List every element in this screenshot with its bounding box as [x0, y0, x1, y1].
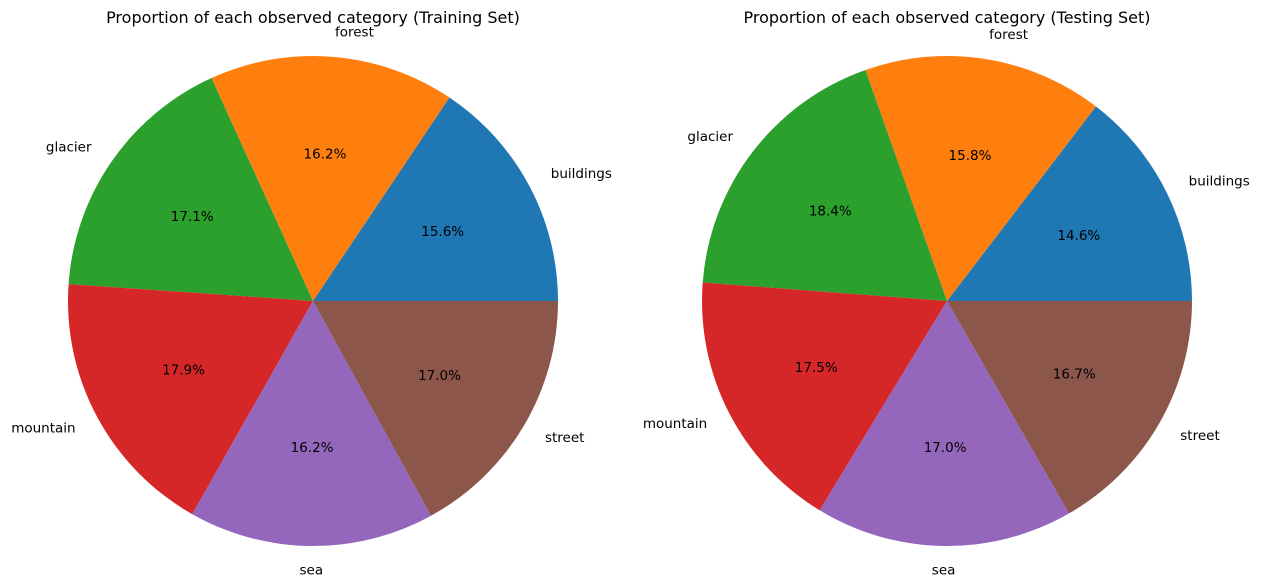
training-pct-label-buildings: 15.6% — [421, 224, 464, 240]
training-category-label-glacier: glacier — [46, 139, 92, 155]
testing-category-label-sea: sea — [932, 562, 956, 578]
training-pct-label-glacier: 17.1% — [171, 209, 214, 225]
testing-slice-glacier — [702, 69, 947, 301]
testing-category-label-forest: forest — [989, 27, 1028, 43]
testing-pct-label-mountain: 17.5% — [795, 360, 838, 376]
testing-slice-sea — [819, 301, 1070, 547]
training-slice-street — [313, 301, 558, 516]
testing-pct-label-street: 16.7% — [1053, 367, 1096, 383]
training-slice-mountain — [67, 284, 313, 515]
training-chart-title: Proportion of each observed category (Tr… — [106, 8, 520, 27]
testing-category-label-mountain: mountain — [643, 416, 707, 432]
testing-slice-buildings — [947, 106, 1192, 301]
testing-pie-chart: 14.6% buildings 15.8% forest 18.4% glacier 17.… — [643, 8, 1250, 578]
training-pct-label-sea: 16.2% — [291, 440, 334, 456]
testing-slice-mountain — [702, 282, 947, 511]
training-pct-label-mountain: 17.9% — [162, 363, 205, 379]
training-category-label-sea: sea — [299, 562, 323, 578]
testing-pct-label-sea: 17.0% — [924, 440, 967, 456]
training-slice-forest — [211, 55, 450, 302]
testing-pct-label-buildings: 14.6% — [1057, 228, 1100, 244]
training-category-label-street: street — [545, 430, 585, 446]
training-category-label-buildings: buildings — [551, 166, 612, 182]
training-pie-chart: 15.6% buildings 16.2% forest 17.1% glacier 17.… — [11, 8, 612, 578]
training-pct-label-forest: 16.2% — [304, 146, 347, 162]
testing-pct-label-forest: 15.8% — [949, 148, 992, 164]
testing-chart-title: Proportion of each observed category (Te… — [744, 8, 1151, 27]
training-slice-glacier — [68, 78, 313, 302]
training-pct-label-street: 17.0% — [418, 368, 461, 384]
testing-category-label-buildings: buildings — [1189, 174, 1250, 190]
testing-category-label-glacier: glacier — [687, 129, 733, 145]
training-slice-buildings — [313, 97, 558, 301]
testing-slice-street — [947, 301, 1192, 514]
testing-slice-forest — [865, 56, 1096, 302]
training-category-label-forest: forest — [335, 24, 374, 40]
training-category-label-mountain: mountain — [11, 421, 75, 437]
testing-pct-label-glacier: 18.4% — [809, 204, 852, 220]
testing-category-label-street: street — [1180, 428, 1220, 444]
training-slice-sea — [192, 301, 432, 547]
